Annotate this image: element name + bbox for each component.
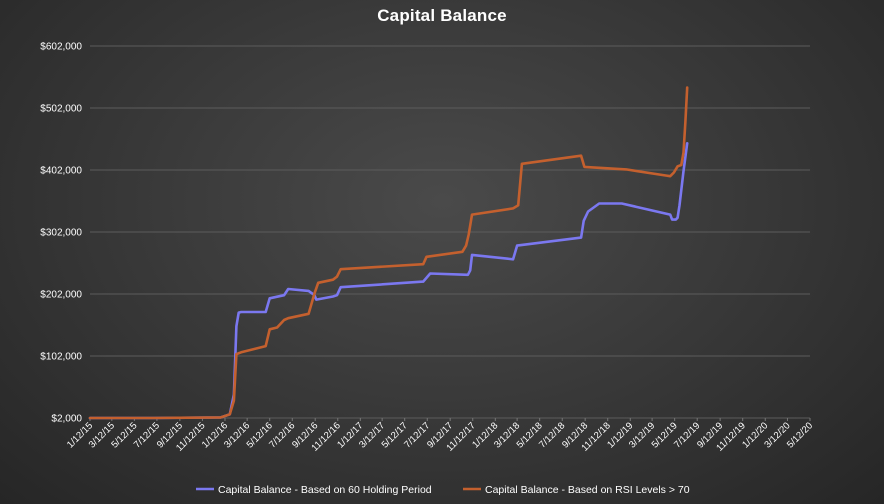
gridlines	[90, 45, 810, 419]
y-tick-label: $402,000	[40, 166, 82, 177]
legend-label: Capital Balance - Based on RSI Levels > …	[485, 484, 690, 496]
y-tick-label: $2,000	[51, 414, 82, 425]
x-axis-tick-labels: 1/12/153/12/155/12/157/12/159/12/1511/12…	[65, 418, 815, 454]
series-lines	[88, 86, 689, 420]
chart-title: Capital Balance	[377, 6, 507, 25]
legend: Capital Balance - Based on 60 Holding Pe…	[196, 484, 690, 496]
series-line-2	[88, 86, 689, 420]
legend-label: Capital Balance - Based on 60 Holding Pe…	[218, 484, 432, 496]
series-line-1	[88, 142, 689, 420]
y-tick-label: $202,000	[40, 290, 82, 301]
y-tick-label: $502,000	[40, 104, 82, 115]
y-tick-label: $302,000	[40, 228, 82, 239]
x-tick-label: 5/12/20	[785, 420, 815, 450]
y-axis-tick-labels: $2,000 $102,000 $202,000 $302,000 $402,000 $5…	[40, 42, 82, 425]
y-tick-label: $602,000	[40, 42, 82, 53]
y-tick-label: $102,000	[40, 352, 82, 363]
